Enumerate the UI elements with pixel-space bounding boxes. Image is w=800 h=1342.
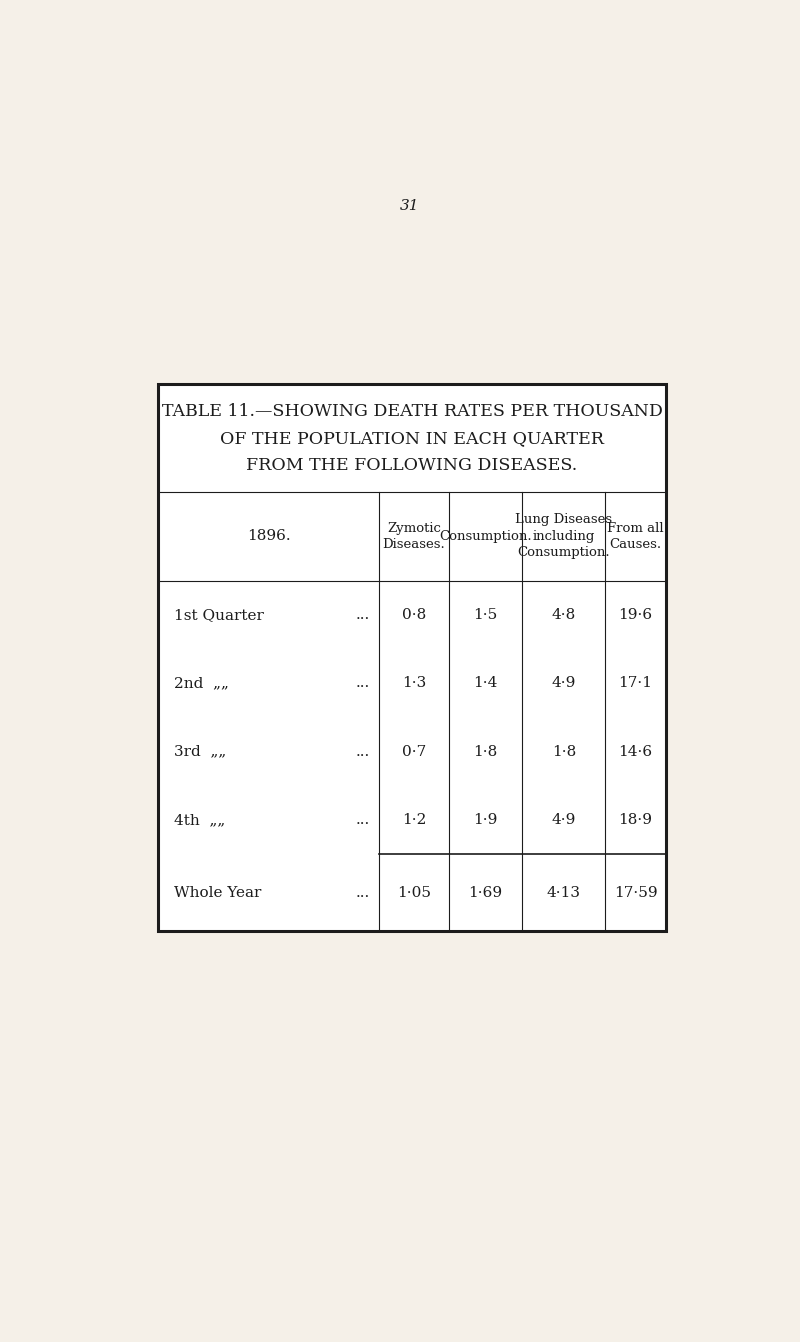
Text: 3rd  „„: 3rd „„ [174,745,226,758]
Text: 1·5: 1·5 [474,608,498,621]
Text: 1st Quarter: 1st Quarter [174,608,263,621]
Text: ...: ... [355,676,370,690]
Text: 1·69: 1·69 [469,886,502,899]
Text: Zymotic
Diseases.: Zymotic Diseases. [382,522,446,552]
Text: Whole Year: Whole Year [174,886,261,899]
Text: 14·6: 14·6 [618,745,653,758]
Text: ...: ... [355,745,370,758]
Text: Lung Diseases
including
Consumption.: Lung Diseases including Consumption. [515,514,613,560]
Text: ...: ... [355,813,370,827]
Text: 1·3: 1·3 [402,676,426,690]
Text: ...: ... [355,608,370,621]
Text: 1·05: 1·05 [397,886,431,899]
Bar [158,384,666,931]
Text: 1·9: 1·9 [474,813,498,827]
Text: 2nd  „„: 2nd „„ [174,676,229,690]
Text: OF THE POPULATION IN EACH QUARTER: OF THE POPULATION IN EACH QUARTER [220,429,604,447]
Text: Consumption.: Consumption. [439,530,532,544]
Text: 17·1: 17·1 [618,676,653,690]
Text: From all
Causes.: From all Causes. [607,522,664,552]
Text: 31: 31 [400,199,420,212]
Text: 4·9: 4·9 [552,813,576,827]
Text: 1·8: 1·8 [552,745,576,758]
Text: 1·8: 1·8 [474,745,498,758]
Text: 1·4: 1·4 [474,676,498,690]
Text: 4·9: 4·9 [552,676,576,690]
Text: 4·8: 4·8 [552,608,576,621]
Text: 18·9: 18·9 [618,813,653,827]
Text: FROM THE FOLLOWING DISEASES.: FROM THE FOLLOWING DISEASES. [246,456,578,474]
Text: 1896.: 1896. [246,529,290,544]
Text: 4·13: 4·13 [547,886,581,899]
Text: 17·59: 17·59 [614,886,658,899]
Text: 19·6: 19·6 [618,608,653,621]
Text: 0·8: 0·8 [402,608,426,621]
Text: 0·7: 0·7 [402,745,426,758]
Text: 4th  „„: 4th „„ [174,813,225,827]
Text: 1·2: 1·2 [402,813,426,827]
Text: ...: ... [355,886,370,899]
Text: TABLE 11.—SHOWING DEATH RATES PER THOUSAND: TABLE 11.—SHOWING DEATH RATES PER THOUSA… [162,403,662,420]
